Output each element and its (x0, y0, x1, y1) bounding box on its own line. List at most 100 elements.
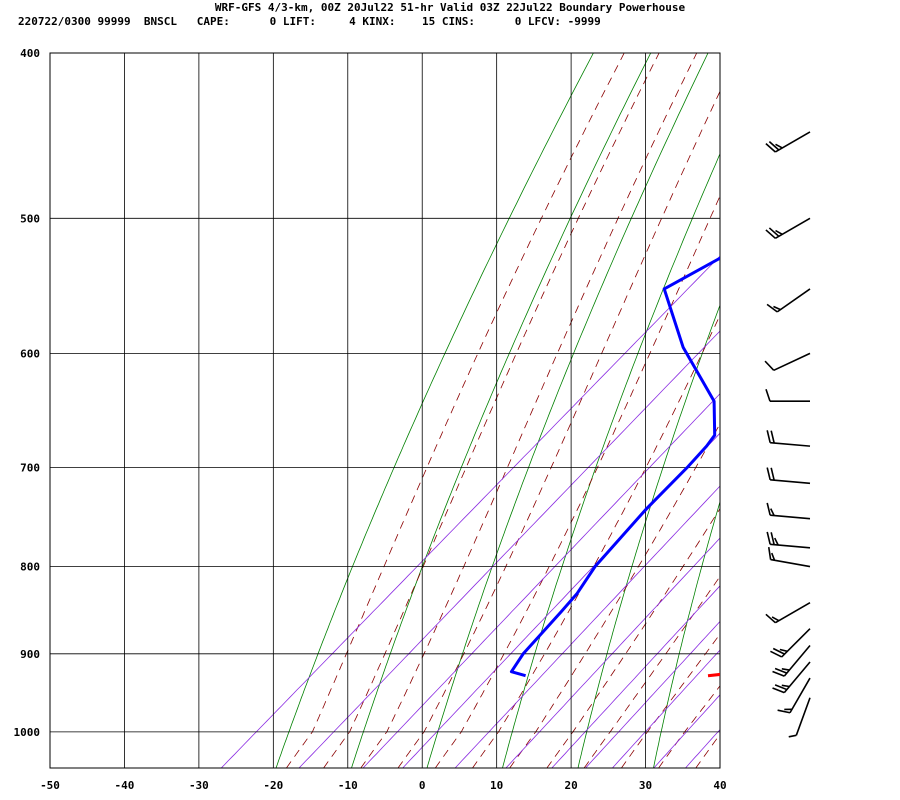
moist-adiabat (621, 633, 720, 768)
x-tick-label: -50 (40, 779, 60, 792)
barb-feather (775, 143, 783, 149)
moist-adiabat (434, 195, 720, 768)
mixing-ratio-line (505, 537, 720, 768)
barb-feather (774, 667, 788, 674)
chart-subtitle: 220722/0300 99999 BNSCL CAPE: 0 LIFT: 4 … (18, 15, 601, 28)
mixing-ratio-line (551, 585, 720, 768)
dry-adiabat (880, 15, 900, 768)
mixing-ratio-line (362, 393, 720, 768)
moist-adiabat (733, 15, 900, 768)
x-tick-label: 0 (419, 779, 426, 792)
moist-adiabat (323, 53, 660, 768)
barb-staff (789, 677, 811, 714)
y-tick-label: 400 (20, 47, 40, 60)
barb-feather (775, 229, 783, 236)
barb-feather (765, 229, 776, 239)
barb-feather (770, 532, 775, 545)
barb-staff (783, 661, 811, 694)
barb-feather (771, 552, 776, 561)
barb-feather (766, 502, 771, 516)
barb-feather (772, 687, 785, 694)
x-tick-label: -40 (115, 779, 135, 792)
moist-adiabat (472, 314, 720, 768)
barb-feather (771, 616, 780, 622)
barb-feather (764, 360, 775, 371)
series-line-red (707, 672, 720, 678)
wind-barb (766, 430, 811, 447)
wind-barb (765, 131, 811, 153)
y-tick-label: 600 (20, 347, 40, 360)
barb-staff (770, 479, 811, 485)
y-tick-label: 900 (20, 648, 40, 661)
wind-barb (766, 502, 811, 520)
barb-feather (779, 648, 788, 653)
barb-feather (774, 684, 788, 691)
wind-barbs (764, 131, 811, 738)
wind-barb (770, 628, 811, 658)
moist-adiabat (397, 90, 720, 768)
barb-feather (770, 508, 775, 516)
barb-staff (774, 217, 811, 240)
series-layer (509, 256, 720, 678)
barb-staff (773, 352, 811, 372)
chart-title: WRF-GFS 4/3-km, 00Z 20Jul22 51-hr Valid … (215, 1, 686, 14)
barb-feather (770, 430, 775, 444)
x-tick-label: 30 (639, 779, 652, 792)
x-tick-label: -10 (338, 779, 358, 792)
x-tick-label: -30 (189, 779, 209, 792)
y-tick-label: 1000 (14, 726, 41, 739)
wind-barb (767, 546, 811, 568)
barb-feather (765, 142, 776, 153)
barb-feather (766, 430, 771, 443)
mixing-ratio-line (585, 620, 720, 768)
dry-adiabat (577, 304, 720, 768)
background-lines (220, 15, 900, 768)
barb-staff (795, 697, 811, 736)
wind-barb (766, 288, 811, 313)
barb-staff (781, 628, 811, 658)
wind-barb (765, 601, 811, 624)
x-tick-label: 10 (490, 779, 503, 792)
barb-feather (766, 467, 771, 481)
dry-adiabat (804, 15, 900, 768)
wind-barb (766, 531, 811, 549)
barb-staff (774, 131, 811, 153)
moist-adiabat (583, 575, 720, 768)
barb-feather (777, 709, 791, 714)
barb-staff (776, 288, 811, 313)
mixing-ratio-line (220, 255, 720, 768)
plot-frame (49, 52, 721, 769)
mixing-ratio-line (685, 728, 720, 768)
mixing-ratio-line (402, 432, 720, 768)
series-line-blue (509, 256, 720, 678)
dry-adiabat (653, 500, 720, 768)
wind-barb (777, 677, 811, 714)
barb-feather (773, 305, 781, 311)
mixing-ratio-line (454, 485, 720, 768)
barb-staff (770, 514, 811, 520)
barb-feather (772, 647, 785, 655)
barb-feather (781, 684, 790, 688)
barb-feather (768, 140, 780, 151)
wind-barb (766, 467, 811, 485)
dry-adiabat (351, 53, 652, 768)
moist-adiabat (546, 507, 720, 768)
moist-adiabat (286, 53, 625, 768)
axis-ticks: -50 -40 -30 -20 -10 0 10 20 30 40 400 500 600 700 800 9… (14, 47, 727, 792)
dry-adiabat (502, 152, 720, 768)
barb-feather (770, 467, 775, 481)
wind-barb (765, 388, 810, 403)
wind-barb (765, 217, 811, 240)
x-tick-label: 40 (713, 779, 726, 792)
barb-staff (770, 558, 811, 568)
moist-adiabat (509, 422, 720, 768)
y-tick-label: 700 (20, 462, 40, 475)
y-tick-label: 500 (20, 212, 40, 225)
wind-barb (764, 352, 811, 372)
wind-barb (772, 661, 811, 694)
barb-feather (781, 668, 790, 671)
wind-barb (788, 697, 811, 738)
x-tick-label: -20 (263, 779, 283, 792)
barb-feather (768, 227, 780, 237)
